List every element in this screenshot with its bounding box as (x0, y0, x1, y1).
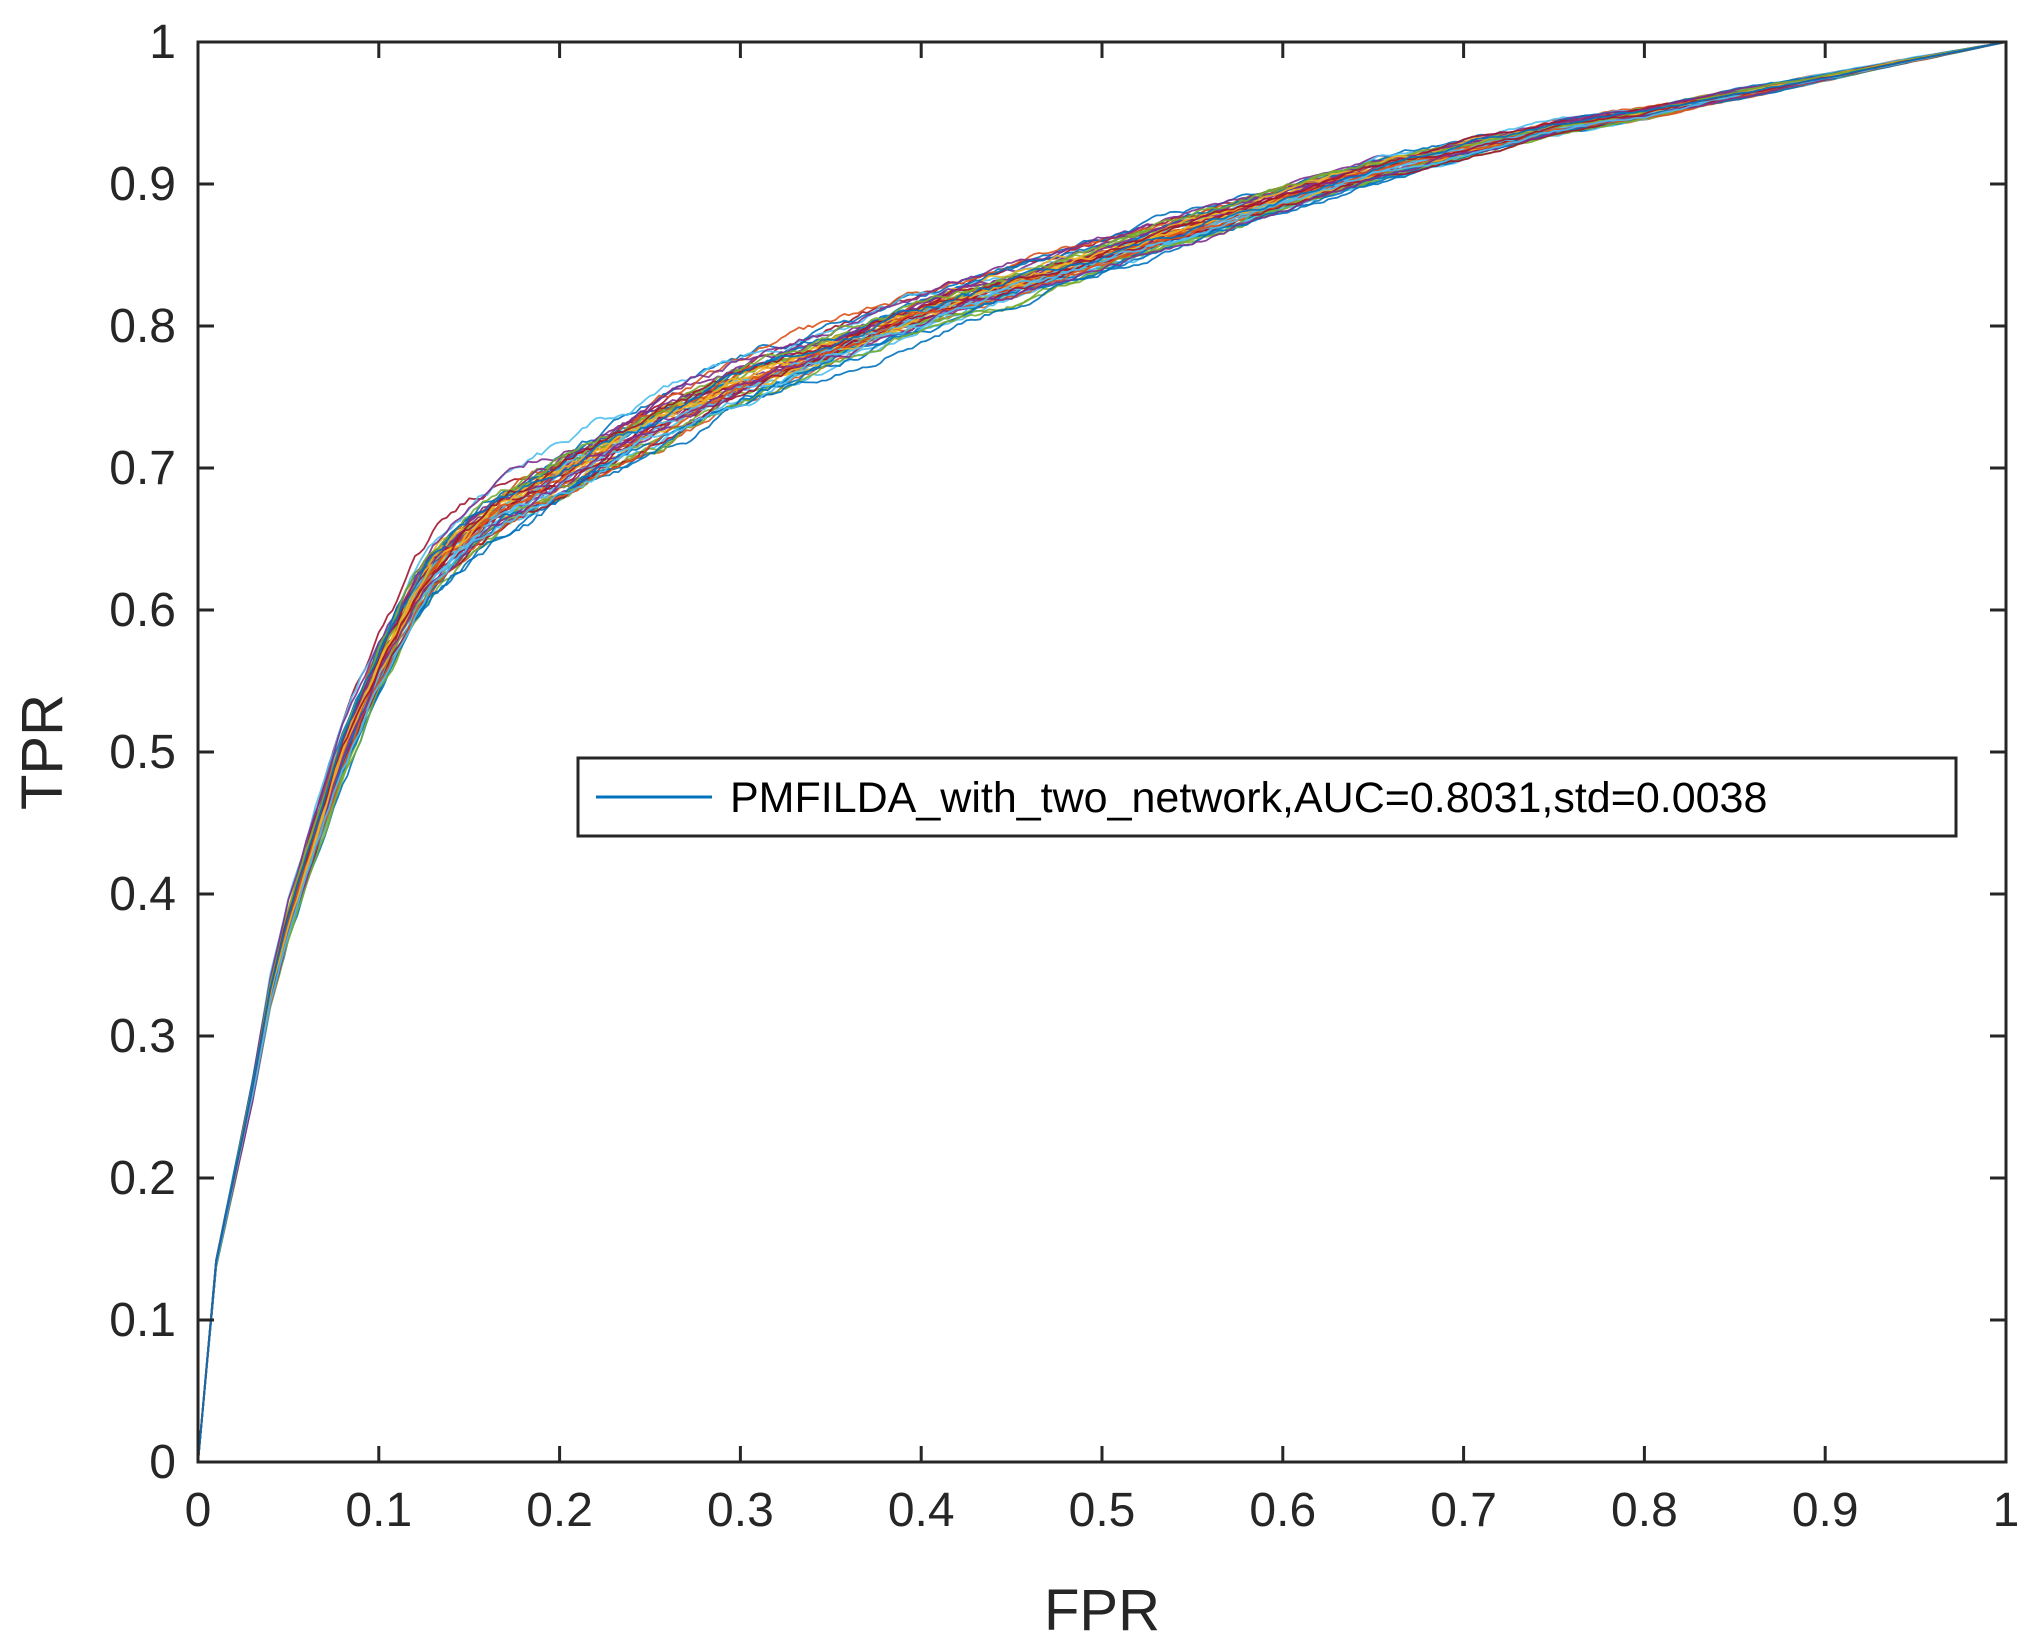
x-tick-label: 0 (185, 1484, 212, 1537)
x-tick-label: 0.9 (1792, 1484, 1859, 1537)
y-tick-label: 0 (149, 1436, 176, 1489)
x-tick-label: 0.4 (888, 1484, 955, 1537)
y-tick-labels: 0 0.1 0.2 0.3 0.4 0.5 0.6 0.7 0.8 0.9 1 (109, 16, 176, 1489)
roc-curve-run (197, 41, 2007, 1463)
x-tick-label: 0.6 (1249, 1484, 1316, 1537)
axis-ticks (196, 40, 2008, 1464)
plot-area (198, 42, 2006, 1462)
y-tick-label: 1 (149, 16, 176, 69)
x-tick-label: 0.2 (526, 1484, 593, 1537)
roc-curves (197, 41, 2007, 1463)
y-tick-label: 0.4 (109, 868, 176, 921)
y-tick-label: 0.5 (109, 726, 176, 779)
roc-curve-run (197, 41, 2007, 1463)
y-tick-label: 0.7 (109, 442, 176, 495)
x-tick-label: 0.7 (1430, 1484, 1497, 1537)
y-tick-label: 0.3 (109, 1010, 176, 1063)
roc-curve-run (197, 41, 2007, 1463)
legend-entry-label: PMFILDA_with_two_network,AUC=0.8031,std=… (730, 774, 1767, 822)
x-tick-label: 0.1 (345, 1484, 412, 1537)
roc-curve-run (197, 41, 2007, 1463)
x-tick-labels: 0 0.1 0.2 0.3 0.4 0.5 0.6 0.7 0.8 0.9 1 (185, 1484, 2020, 1537)
legend-box (576, 756, 1958, 838)
y-tick-label: 0.9 (109, 158, 176, 211)
x-tick-label: 0.5 (1069, 1484, 1136, 1537)
y-axis-label: TPR (10, 694, 75, 810)
x-tick-label: 1 (1993, 1484, 2020, 1537)
y-tick-label: 0.2 (109, 1152, 176, 1205)
legend: PMFILDA_with_two_network,AUC=0.8031,std=… (576, 756, 1958, 838)
y-tick-label: 0.6 (109, 584, 176, 637)
x-tick-label: 0.8 (1611, 1484, 1678, 1537)
y-tick-label: 0.8 (109, 300, 176, 353)
x-tick-label: 0.3 (707, 1484, 774, 1537)
x-axis-label: FPR (1044, 1578, 1160, 1643)
y-tick-label: 0.1 (109, 1294, 176, 1347)
